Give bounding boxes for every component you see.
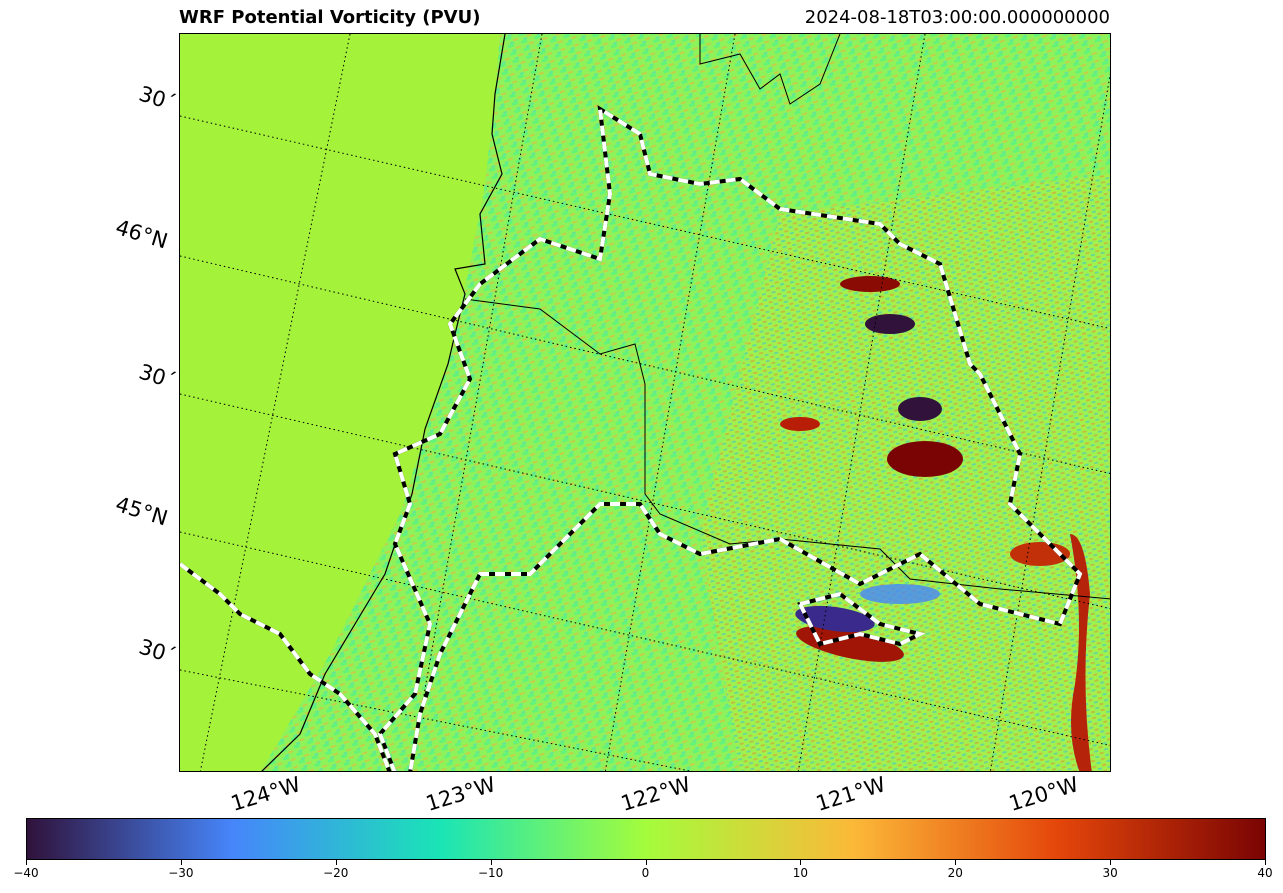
pv-ridge-east — [1070, 534, 1092, 771]
colorbar-tick-label: −40 — [13, 866, 39, 880]
state-border — [464, 298, 1110, 600]
colorbar-tick-label: −10 — [477, 866, 504, 880]
lat-label-5: 30´ — [136, 634, 179, 669]
colorbar-tick — [26, 860, 27, 865]
pv-max-5 — [840, 276, 900, 292]
lon-label-4: 121°W — [813, 772, 889, 816]
lon-label-1: 124°W — [228, 772, 304, 816]
lat-label-1: 30´ — [136, 81, 179, 116]
map-panel[interactable] — [179, 33, 1111, 772]
lat-label-3: 30´ — [136, 359, 179, 394]
pv-max-2 — [796, 626, 904, 662]
terrain-contour — [180, 105, 1083, 771]
graticule — [180, 34, 1110, 771]
pv-min-4 — [860, 584, 940, 604]
colorbar-tick — [800, 860, 802, 865]
colorbar-tick-label: 0 — [641, 866, 650, 880]
pv-max-4 — [780, 417, 820, 431]
pv-max-1 — [887, 441, 963, 477]
lon-label-3: 122°W — [618, 772, 694, 816]
colorbar-tick — [180, 860, 182, 865]
colorbar-tick-label: 20 — [947, 866, 963, 880]
plot-title: WRF Potential Vorticity (PVU) — [179, 7, 481, 28]
lat-label-2: 46°N — [112, 215, 171, 254]
colorbar-tick — [490, 860, 492, 865]
colorbar-tick — [645, 860, 647, 865]
lon-label-5: 120°W — [1006, 772, 1082, 816]
plot-timestamp: 2024-08-18T03:00:00.000000000 — [804, 7, 1110, 28]
colorbar-tick-label: 30 — [1102, 866, 1118, 880]
colorbar-tick — [1110, 860, 1112, 865]
pv-min-2 — [898, 397, 942, 421]
colorbar-tick-label: 40 — [1257, 866, 1273, 880]
pv-min-3 — [865, 314, 915, 334]
colorbar-tick — [1265, 860, 1266, 865]
colorbar-tick — [955, 860, 957, 865]
lat-label-4: 45°N — [112, 492, 171, 531]
colorbar — [26, 818, 1266, 860]
colorbar-tick-label: −30 — [168, 866, 194, 880]
colorbar-tick-label: 10 — [792, 866, 809, 880]
pv-field-map — [180, 34, 1110, 771]
colorbar-tick-label: −20 — [323, 866, 349, 880]
lon-label-2: 123°W — [423, 772, 499, 816]
pv-min-1 — [795, 605, 875, 633]
colorbar-tick — [335, 860, 337, 865]
river-north — [699, 34, 841, 105]
